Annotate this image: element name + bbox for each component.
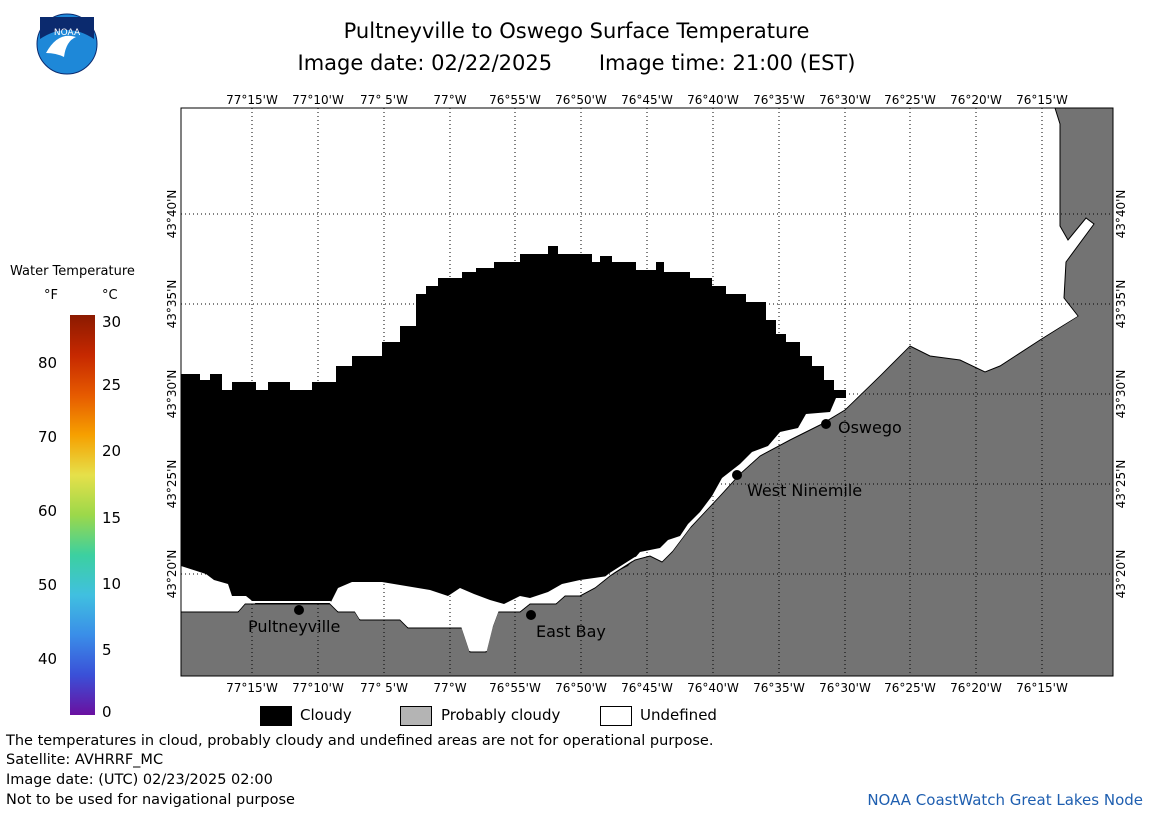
fahrenheit-tick: 80: [38, 354, 58, 372]
longitude-label: 76°30'W: [819, 681, 871, 695]
longitude-label: 77°15'W: [226, 681, 278, 695]
place-label: Oswego: [838, 418, 902, 437]
undefined-swatch: [600, 706, 632, 726]
celsius-tick: 0: [102, 703, 112, 721]
image-datetime: Image date: 02/22/2025 Image time: 21:00…: [0, 51, 1153, 75]
latitude-label: 43°20'N: [1114, 550, 1128, 599]
latitude-label: 43°35'N: [165, 280, 179, 329]
satellite-text: Satellite: AVHRRF_MC: [6, 752, 164, 768]
longitude-label: 76°30'W: [819, 93, 871, 107]
map-title: Pultneyville to Oswego Surface Temperatu…: [343, 19, 810, 43]
longitude-label: 76°15'W: [1016, 93, 1068, 107]
cloudy-key-label: Cloudy: [300, 706, 352, 724]
svg-text:NOAA: NOAA: [54, 28, 81, 38]
longitude-label: 77° 5'W: [360, 681, 408, 695]
undefined-key-label: Undefined: [640, 706, 717, 724]
navigation-warning: Not to be used for navigational purpose: [6, 792, 295, 808]
cloud-area: [181, 246, 846, 604]
longitude-label: 76°20'W: [950, 681, 1002, 695]
coastline: [181, 223, 1093, 651]
latitude-label: 43°35'N: [1114, 280, 1128, 329]
place-marker-dot: [526, 610, 536, 620]
celsius-tick: 20: [102, 442, 122, 460]
celsius-tick: 15: [102, 509, 122, 527]
longitude-labels-bottom: 77°15'W 77°10'W 77° 5'W 77°W 76°55'W 76°50'W 7…: [226, 681, 1068, 695]
fahrenheit-tick: 40: [38, 650, 58, 668]
legend-title: Water Temperature: [10, 264, 135, 279]
celsius-tick: 25: [102, 376, 122, 394]
unit-fahrenheit: °F: [44, 288, 58, 303]
land-area: [180, 107, 1114, 677]
latitude-label: 43°25'N: [1114, 460, 1128, 509]
latitude-labels-left: 43°40'N 43°35'N 43°30'N 43°25'N 43°20'N: [165, 190, 179, 599]
longitude-label: 76°40'W: [687, 93, 739, 107]
latitude-labels-right: 43°40'N 43°35'N 43°30'N 43°25'N 43°20'N: [1114, 190, 1128, 599]
celsius-tick: 30: [102, 313, 122, 331]
noaa-credit: NOAA CoastWatch Great Lakes Node: [867, 791, 1143, 809]
longitude-label: 76°50'W: [555, 93, 607, 107]
celsius-tick: 5: [102, 641, 112, 659]
longitude-label: 76°55'W: [489, 93, 541, 107]
probably-cloudy-key-label: Probably cloudy: [441, 706, 561, 724]
place-label: Pultneyville: [248, 617, 340, 636]
celsius-tick: 10: [102, 575, 122, 593]
map-frame: [180, 107, 1114, 677]
latitude-label: 43°40'N: [1114, 190, 1128, 239]
place-label: West Ninemile: [747, 481, 862, 500]
longitude-label: 76°45'W: [621, 93, 673, 107]
image-date: Image date: 02/22/2025: [297, 51, 553, 75]
fahrenheit-tick: 60: [38, 502, 58, 520]
fahrenheit-tick: 70: [38, 428, 58, 446]
cloudy-swatch: [260, 706, 292, 726]
place-marker-dot: [732, 470, 742, 480]
latitude-label: 43°40'N: [165, 190, 179, 239]
place-label: East Bay: [536, 622, 606, 641]
longitude-label: 76°50'W: [555, 681, 607, 695]
longitude-label: 76°35'W: [753, 93, 805, 107]
place-markers: Oswego West Ninemile Pultneyville East Bay: [248, 418, 902, 641]
latitude-label: 43°30'N: [165, 370, 179, 419]
noaa-logo: NOAA: [36, 13, 98, 75]
longitude-label: 76°15'W: [1016, 681, 1068, 695]
disclaimer-text: The temperatures in cloud, probably clou…: [6, 733, 714, 749]
longitude-label: 76°55'W: [489, 681, 541, 695]
longitude-label: 77° 5'W: [360, 93, 408, 107]
longitude-label: 76°20'W: [950, 93, 1002, 107]
latitude-label: 43°25'N: [165, 460, 179, 509]
longitude-label: 76°25'W: [884, 93, 936, 107]
longitude-label: 76°35'W: [753, 681, 805, 695]
longitude-label: 77°10'W: [292, 93, 344, 107]
latitude-label: 43°20'N: [165, 550, 179, 599]
probably-cloudy-swatch: [400, 706, 432, 726]
longitude-label: 76°40'W: [687, 681, 739, 695]
image-time: Image time: 21:00 (EST): [598, 51, 856, 75]
place-marker-dot: [294, 605, 304, 615]
longitude-label: 76°25'W: [884, 681, 936, 695]
longitude-label: 77°W: [433, 681, 466, 695]
longitude-label: 77°15'W: [226, 93, 278, 107]
unit-celsius: °C: [102, 288, 118, 303]
fahrenheit-tick: 50: [38, 576, 58, 594]
longitude-label: 77°10'W: [292, 681, 344, 695]
graticule: [181, 108, 1113, 676]
longitude-label: 76°45'W: [621, 681, 673, 695]
longitude-label: 77°W: [433, 93, 466, 107]
longitude-labels-top: 77°15'W 77°10'W 77° 5'W 77°W 76°55'W 76°50'W 7…: [226, 93, 1068, 107]
color-scale-bar: [70, 315, 95, 715]
utc-date-text: Image date: (UTC) 02/23/2025 02:00: [6, 772, 273, 788]
latitude-label: 43°30'N: [1114, 370, 1128, 419]
place-marker-dot: [821, 419, 831, 429]
